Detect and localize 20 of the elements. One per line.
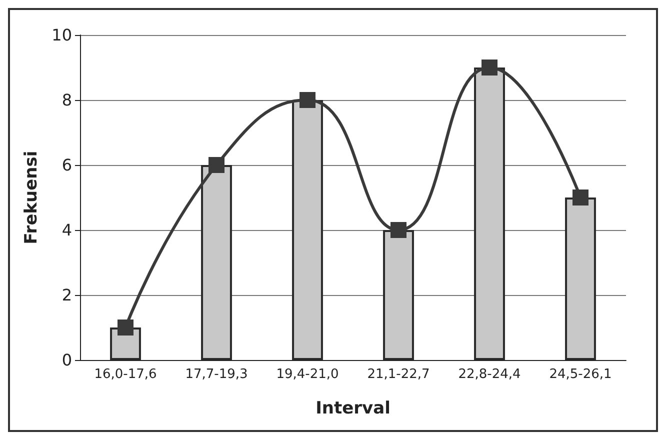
y-tick-label: 6: [62, 156, 72, 174]
point: [390, 222, 406, 238]
y-axis-title: Frekuensi: [22, 150, 42, 244]
point: [482, 60, 498, 76]
x-tick-label: 24,5-26,1: [549, 367, 612, 382]
x-tick-label: 21,1-22,7: [367, 367, 430, 382]
point: [118, 320, 134, 336]
point: [300, 92, 316, 108]
y-tick-label: 8: [62, 90, 72, 110]
x-axis-title: Interval: [316, 398, 390, 418]
y-tick-label: 0: [62, 350, 72, 370]
y-tick-label: 10: [52, 26, 72, 44]
point: [572, 190, 588, 206]
x-tick-label: 17,7-19,3: [185, 367, 248, 382]
x-tick-label: 19,4-21,0: [276, 367, 339, 382]
point: [208, 157, 224, 173]
y-tick-label: 2: [62, 286, 72, 304]
x-tick-label: 16,0-17,6: [94, 367, 157, 382]
y-tick-label: 4: [62, 220, 72, 240]
x-tick-label: 22,8-24,4: [458, 367, 521, 382]
